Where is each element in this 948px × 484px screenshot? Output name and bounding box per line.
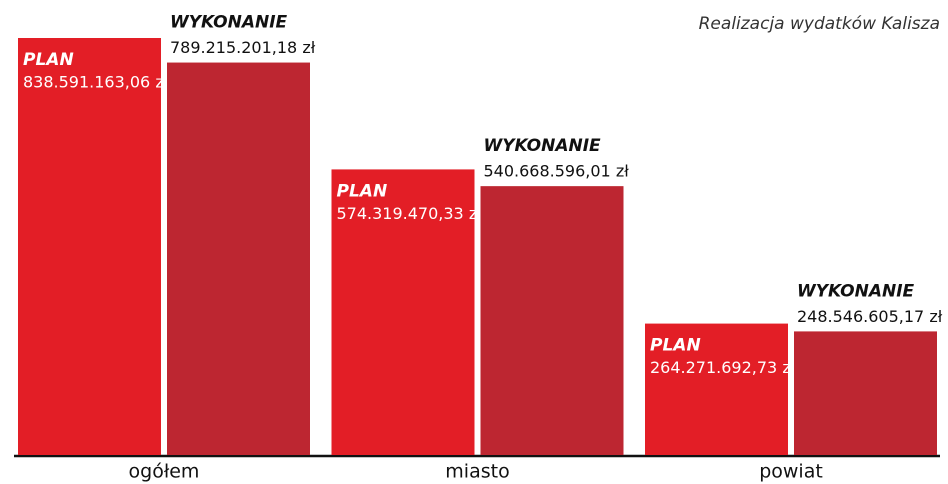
value-label: 838.591.163,06 zł <box>23 73 169 92</box>
series-label: PLAN <box>650 336 701 356</box>
value-label: 248.546.605,17 zł <box>797 307 943 326</box>
bar <box>794 331 937 455</box>
bar <box>480 186 624 455</box>
bar <box>645 323 788 455</box>
series-label: WYKONANIE <box>797 281 915 301</box>
bar <box>18 38 161 455</box>
x-tick-label: ogółem <box>129 461 200 483</box>
series-label: WYKONANIE <box>484 136 602 156</box>
series-label: PLAN <box>23 50 74 70</box>
x-tick-label: miasto <box>445 461 509 483</box>
bar <box>331 169 475 455</box>
bar <box>167 62 310 455</box>
value-label: 789.215.201,18 zł <box>170 38 316 57</box>
value-label: 574.319.470,33 zł <box>337 204 483 223</box>
value-label: 540.668.596,01 zł <box>484 162 630 181</box>
chart-title: Realizacja wydatków Kalisza <box>699 14 940 34</box>
x-tick-label: powiat <box>759 461 823 483</box>
series-label: WYKONANIE <box>170 13 288 33</box>
value-label: 264.271.692,73 zł <box>650 358 796 377</box>
series-label: PLAN <box>337 181 388 201</box>
